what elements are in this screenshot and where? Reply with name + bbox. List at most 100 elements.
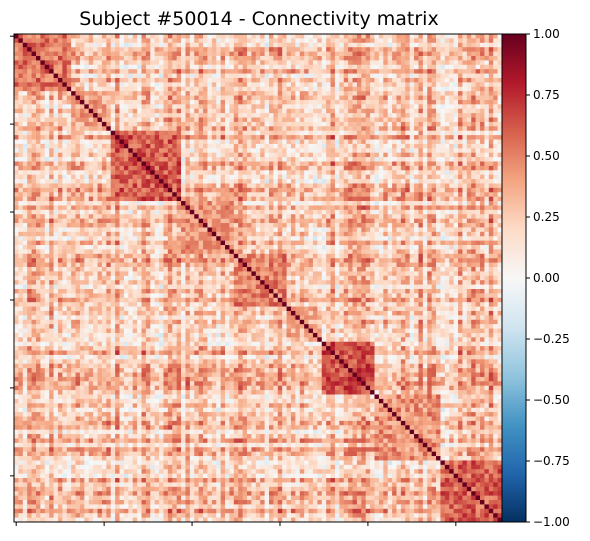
heatmap-cell	[203, 104, 208, 110]
heatmap-cell	[449, 187, 454, 193]
heatmap-cell	[444, 214, 450, 219]
heatmap-cell	[431, 135, 437, 140]
heatmap-cell	[334, 121, 340, 127]
heatmap-cell	[418, 42, 424, 48]
heatmap-cell	[277, 126, 283, 132]
heatmap-cell	[163, 205, 169, 211]
heatmap-cell	[167, 121, 173, 127]
heatmap-cell	[396, 77, 402, 83]
heatmap-cell	[475, 38, 481, 44]
heatmap-cell	[396, 99, 402, 105]
heatmap-cell	[493, 179, 498, 184]
heatmap-cell	[418, 69, 424, 74]
heatmap-cell	[93, 113, 98, 118]
heatmap-cell	[317, 47, 323, 52]
heatmap-cell	[317, 165, 323, 171]
heatmap-cell	[264, 139, 270, 145]
heatmap-cell	[22, 170, 28, 176]
heatmap-cell	[286, 152, 292, 158]
heatmap-cell	[343, 64, 349, 70]
heatmap-cell	[400, 82, 406, 88]
heatmap-cell	[62, 73, 68, 79]
heatmap-cell	[93, 34, 98, 39]
heatmap-cell	[141, 91, 147, 96]
heatmap-cell	[251, 38, 257, 44]
heatmap-cell	[440, 152, 446, 158]
heatmap-cell	[14, 113, 19, 118]
heatmap-cell	[321, 209, 327, 215]
heatmap-cell	[471, 51, 476, 57]
heatmap-cell	[198, 38, 204, 44]
heatmap-cell	[396, 209, 402, 215]
heatmap-cell	[159, 108, 164, 114]
heatmap-cell	[304, 99, 309, 105]
heatmap-cell	[497, 34, 503, 39]
heatmap-cell	[79, 42, 85, 48]
heatmap-cell	[18, 143, 24, 149]
heatmap-cell	[207, 121, 213, 127]
heatmap-cell	[101, 218, 107, 224]
heatmap-cell	[84, 135, 90, 140]
heatmap-cell	[440, 47, 446, 52]
heatmap-cell	[414, 179, 419, 184]
heatmap-cell	[422, 121, 428, 127]
heatmap-cell	[356, 34, 362, 39]
heatmap-cell	[361, 38, 367, 44]
heatmap-cell	[392, 130, 397, 136]
heatmap-cell	[308, 64, 314, 70]
heatmap-cell	[154, 148, 160, 154]
heatmap-cell	[449, 86, 454, 92]
heatmap-cell	[387, 139, 393, 145]
heatmap-cell	[176, 51, 182, 57]
heatmap-cell	[115, 91, 120, 96]
heatmap-cell	[101, 64, 107, 70]
heatmap-cell	[436, 227, 441, 233]
heatmap-cell	[484, 113, 490, 118]
heatmap-cell	[352, 139, 358, 145]
heatmap-cell	[414, 55, 419, 61]
heatmap-cell	[115, 69, 120, 74]
heatmap-cell	[383, 205, 389, 211]
heatmap-cell	[295, 117, 301, 123]
heatmap-cell	[194, 99, 199, 105]
heatmap-cell	[110, 86, 116, 92]
heatmap-cell	[167, 223, 173, 228]
heatmap-cell	[172, 165, 178, 171]
heatmap-cell	[466, 174, 472, 180]
heatmap-cell	[110, 55, 116, 61]
heatmap-cell	[251, 205, 257, 211]
heatmap-cell	[387, 187, 393, 193]
heatmap-cell	[106, 209, 112, 215]
heatmap-cell	[466, 91, 472, 96]
heatmap-cell	[115, 223, 120, 228]
heatmap-cell	[49, 179, 54, 184]
heatmap-cell	[145, 91, 151, 96]
heatmap-cell	[194, 69, 199, 74]
heatmap-cell	[145, 187, 151, 193]
heatmap-cell	[40, 117, 46, 123]
heatmap-cell	[286, 218, 292, 224]
heatmap-cell	[387, 214, 393, 219]
heatmap-cell	[22, 91, 28, 96]
heatmap-cell	[290, 113, 296, 118]
heatmap-cell	[225, 218, 230, 224]
heatmap-cell	[220, 187, 226, 193]
heatmap-cell	[88, 135, 94, 140]
heatmap-cell	[352, 34, 358, 39]
heatmap-cell	[326, 187, 331, 193]
heatmap-cell	[330, 121, 336, 127]
heatmap-cell	[128, 174, 134, 180]
heatmap-cell	[49, 108, 54, 114]
heatmap-cell	[203, 73, 208, 79]
heatmap-cell	[286, 227, 292, 233]
heatmap-cell	[356, 157, 362, 162]
heatmap-cell	[79, 135, 85, 140]
heatmap-cell	[277, 38, 283, 44]
heatmap-cell	[44, 218, 50, 224]
heatmap-cell	[22, 165, 28, 171]
heatmap-cell	[101, 34, 107, 39]
heatmap-cell	[427, 108, 433, 114]
heatmap-cell	[225, 121, 230, 127]
heatmap-cell	[84, 86, 90, 92]
heatmap-cell	[396, 174, 402, 180]
